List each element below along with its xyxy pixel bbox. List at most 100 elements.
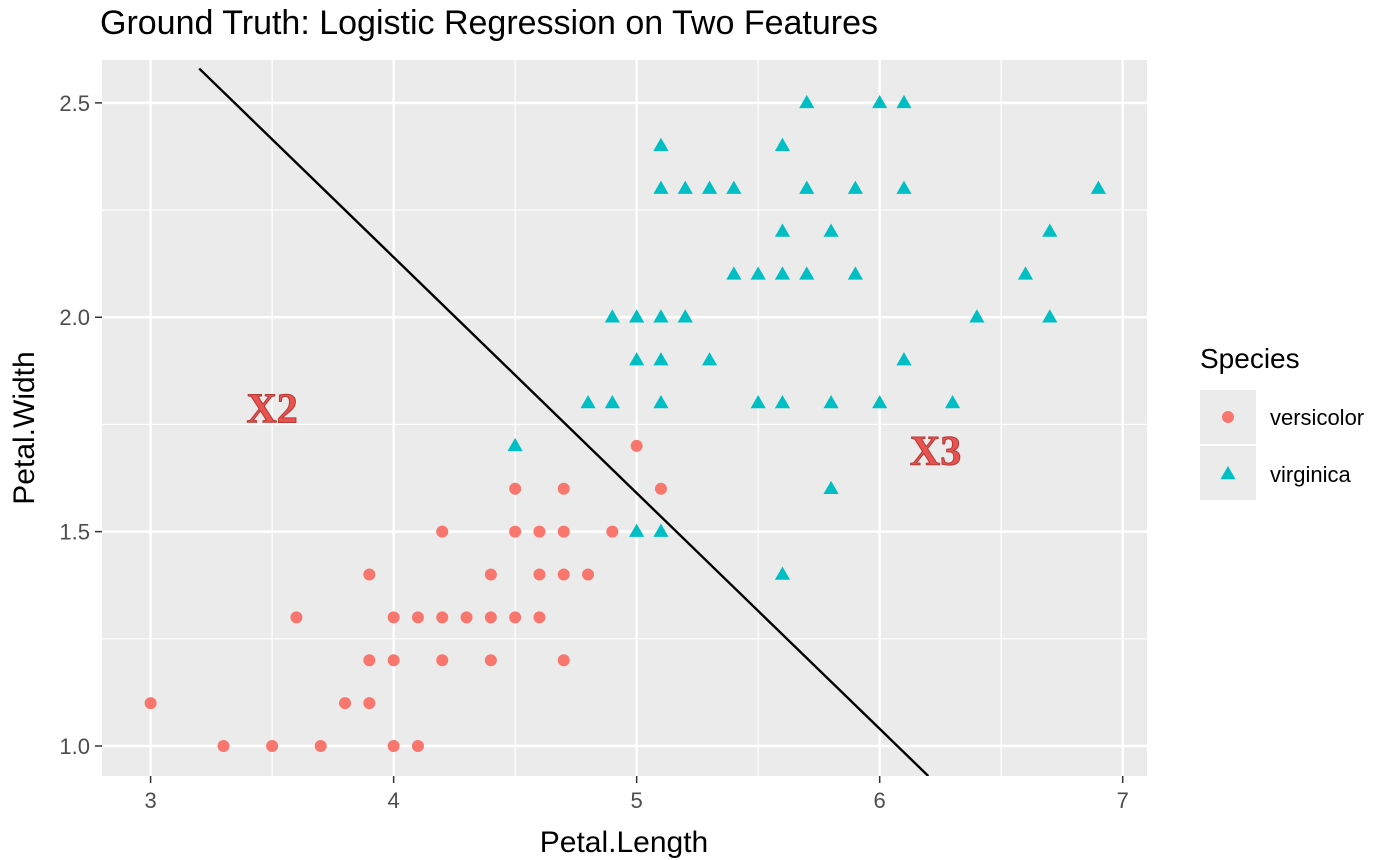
data-point-virginica: [1042, 309, 1058, 323]
data-point-virginica: [653, 309, 669, 323]
data-point-virginica: [629, 309, 645, 323]
x-tick-label: 6: [874, 788, 886, 813]
y-tick-label: 2.5: [59, 91, 90, 116]
data-point-virginica: [653, 137, 669, 151]
data-point-virginica: [799, 180, 815, 194]
data-point-versicolor: [217, 739, 230, 752]
data-point-virginica: [750, 394, 766, 409]
data-point-virginica: [629, 523, 645, 537]
data-point-virginica: [677, 180, 693, 194]
data-point-versicolor: [630, 439, 643, 452]
decision-boundary-line: [198, 67, 930, 776]
data-points-layer: [144, 94, 1106, 752]
x-tick-label: 5: [631, 788, 643, 813]
data-point-virginica: [969, 309, 985, 323]
data-point-virginica: [944, 394, 961, 409]
data-point-versicolor: [436, 525, 449, 538]
legend-label-virginica: virginica: [1270, 462, 1351, 487]
data-point-virginica: [774, 566, 791, 580]
data-point-virginica: [774, 223, 791, 237]
data-point-versicolor: [411, 739, 424, 752]
data-point-virginica: [604, 309, 620, 323]
data-point-virginica: [604, 394, 620, 409]
region-label-x3: X3: [910, 429, 961, 475]
data-point-virginica: [629, 352, 645, 366]
data-point-virginica: [799, 266, 815, 280]
legend-title: Species: [1200, 343, 1300, 374]
data-point-virginica: [896, 352, 912, 366]
data-point-virginica: [823, 480, 839, 494]
data-point-versicolor: [144, 697, 157, 710]
data-point-versicolor: [557, 568, 570, 581]
x-axis-title: Petal.Length: [540, 826, 708, 859]
data-point-virginica: [653, 180, 669, 194]
data-point-virginica: [847, 180, 863, 194]
data-point-virginica: [701, 180, 718, 194]
data-point-virginica: [774, 394, 791, 409]
data-point-versicolor: [387, 654, 400, 667]
data-point-versicolor: [654, 482, 667, 495]
data-point-virginica: [774, 266, 791, 280]
data-point-versicolor: [582, 568, 595, 581]
data-point-versicolor: [436, 654, 449, 667]
chart-title: Ground Truth: Logistic Regression on Two…: [100, 4, 878, 42]
data-point-versicolor: [290, 611, 303, 624]
data-point-versicolor: [509, 611, 522, 624]
data-point-versicolor: [509, 482, 522, 495]
data-point-versicolor: [363, 654, 376, 667]
data-point-virginica: [726, 266, 742, 280]
data-point-virginica: [799, 94, 815, 109]
y-tick-label: 1.5: [59, 520, 90, 545]
data-point-virginica: [872, 394, 888, 409]
y-axis-title: Petal.Width: [8, 351, 41, 504]
data-point-virginica: [653, 523, 669, 537]
data-point-versicolor: [436, 611, 449, 624]
x-axis-ticks: 3 4 5 6 7: [144, 776, 1129, 813]
legend-label-versicolor: versicolor: [1270, 405, 1364, 430]
legend-key-virginica: [1220, 466, 1236, 480]
data-point-versicolor: [387, 739, 400, 752]
data-point-versicolor: [460, 611, 473, 624]
x-tick-label: 7: [1117, 788, 1129, 813]
data-point-versicolor: [484, 568, 497, 581]
x-tick-label: 4: [388, 788, 400, 813]
data-point-versicolor: [533, 525, 546, 538]
data-point-virginica: [701, 352, 718, 366]
data-point-versicolor: [484, 611, 497, 624]
y-axis-ticks: 1.0 1.5 2.0 2.5: [59, 91, 102, 759]
data-point-versicolor: [484, 654, 497, 667]
legend-key-versicolor: [1222, 411, 1234, 423]
data-point-virginica: [872, 94, 888, 109]
data-point-virginica: [847, 266, 863, 280]
data-point-virginica: [653, 394, 669, 409]
data-point-versicolor: [363, 568, 376, 581]
data-point-versicolor: [557, 525, 570, 538]
data-point-virginica: [750, 266, 766, 280]
data-point-versicolor: [533, 568, 546, 581]
data-point-versicolor: [266, 739, 279, 752]
data-point-versicolor: [557, 482, 570, 495]
data-point-virginica: [726, 180, 742, 194]
legend-keys: [1220, 411, 1236, 480]
data-point-virginica: [896, 180, 912, 194]
plot-panel: [102, 60, 1147, 776]
data-point-versicolor: [606, 525, 619, 538]
decision-boundary-layer: [198, 67, 930, 776]
data-point-virginica: [580, 394, 596, 409]
minor-gridlines: [102, 60, 1147, 776]
data-point-virginica: [1042, 223, 1058, 237]
data-point-versicolor: [411, 611, 424, 624]
data-point-virginica: [1090, 180, 1106, 194]
data-point-virginica: [774, 137, 791, 151]
data-point-versicolor: [363, 697, 376, 710]
y-tick-label: 2.0: [59, 305, 90, 330]
data-point-versicolor: [533, 611, 546, 624]
data-point-virginica: [1017, 266, 1034, 280]
data-point-versicolor: [557, 654, 570, 667]
data-point-virginica: [507, 437, 523, 452]
data-point-virginica: [653, 352, 669, 366]
data-point-virginica: [823, 223, 839, 237]
major-gridlines: [102, 60, 1147, 776]
legend: Species versicolor virginica: [1200, 343, 1364, 500]
